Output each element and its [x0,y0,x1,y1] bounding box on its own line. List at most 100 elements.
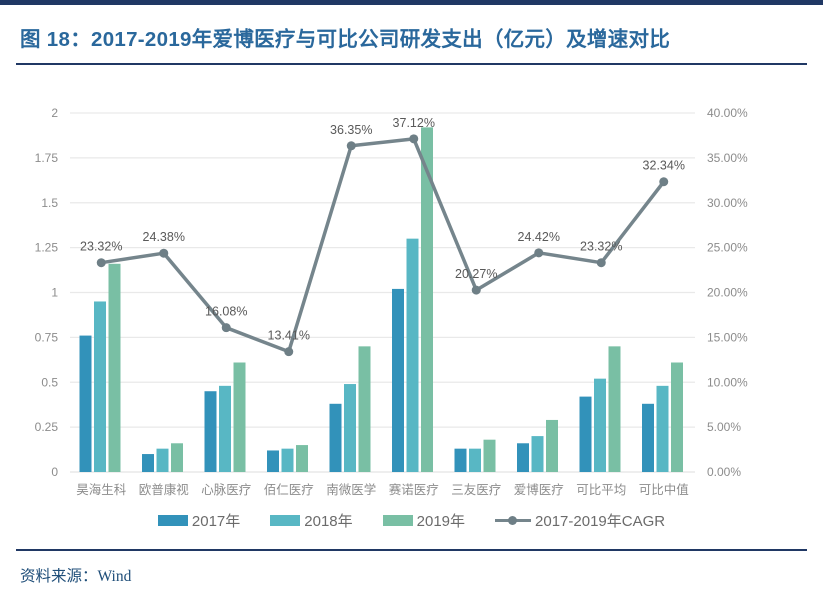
legend-swatch-2018 [270,514,301,526]
cagr-data-label: 36.35% [330,123,372,137]
cagr-data-label: 32.34% [643,159,685,173]
bar-2018年-昊海生科 [94,301,106,472]
right-axis-tick-label: 15.00% [707,330,748,344]
bar-2018年-爱博医疗 [531,436,544,472]
bar-2017年-可比平均 [579,396,592,472]
bar-2017年-欧普康视 [142,454,154,472]
line-marker [346,141,356,151]
category-label: 心脉医疗 [201,482,251,497]
legend-item-cagr[interactable]: 2017-2019年CAGR [495,510,665,531]
right-axis-tick-label: 20.00% [707,286,748,300]
chart-legend: 2017年 2018年 2019年 2017-2019年CAGR [0,506,823,534]
legend-label-2018: 2018年 [304,512,353,530]
bar-2019年-佰仁医疗 [296,445,308,472]
bar-2017年-昊海生科 [79,335,92,472]
bar-2018年-赛诺医疗 [406,238,419,472]
line-marker [284,347,294,357]
bar-2019年-爱博医疗 [546,419,558,472]
left-axis-tick-label: 1.75 [35,151,59,165]
legend-item-2017[interactable]: 2017年 [157,510,241,531]
bar-2017年-心脉医疗 [204,391,217,472]
bar-2017年-南微医学 [329,403,342,472]
right-axis-tick-label: 35.00% [707,151,748,165]
category-label: 昊海生科 [76,482,127,497]
legend-label-cagr: 2017-2019年CAGR [535,512,666,530]
right-axis-tick-label: 10.00% [707,375,748,389]
cagr-data-label: 24.38% [143,230,185,244]
bar-2018年-可比平均 [594,378,606,472]
line-marker [159,248,169,258]
bar-2017年-爱博医疗 [517,443,529,472]
left-axis-tick-label: 1 [51,286,58,300]
legend-item-2019[interactable]: 2019年 [382,510,466,531]
right-axis-tick-label: 25.00% [707,241,748,255]
footer-divider [16,549,807,551]
cagr-data-label: 16.08% [205,305,247,319]
cagr-data-label: 23.32% [80,240,122,254]
bar-2019年-赛诺医疗 [421,127,433,473]
legend-label-2019: 2019年 [416,512,466,530]
left-axis-tick-label: 1.25 [35,241,59,255]
line-marker-icon [495,515,532,526]
line-marker [471,285,481,295]
cagr-line [100,137,666,354]
category-label: 赛诺医疗 [389,482,439,497]
line-marker [409,134,419,144]
bar-2019年-欧普康视 [171,443,183,472]
bar-2018年-心脉医疗 [219,385,231,472]
right-axis-tick-label: 30.00% [707,196,748,210]
category-label: 可比平均 [576,483,626,497]
category-label: 可比中值 [639,482,689,497]
bar-2019年-可比平均 [608,346,621,472]
right-axis-tick-label: 5.00% [707,420,741,434]
bar-2018年-佰仁医疗 [281,448,294,472]
bar-2019年-南微医学 [358,346,371,472]
line-marker [221,323,231,333]
left-axis-tick-label: 0.25 [35,420,59,434]
bar-2019年-心脉医疗 [233,362,246,472]
legend-label-2017: 2017年 [191,512,241,530]
legend-swatch-2019 [382,514,413,526]
category-label: 爱博医疗 [514,482,564,497]
category-label: 南微医学 [326,482,376,497]
combo-chart: 0 0.00% 0.25 5.00% 0.5 10.00% 0.75 15.00% 1 20.00… [0,82,823,502]
category-label: 三友医疗 [451,483,501,497]
bar-2019年-昊海生科 [108,263,121,472]
line-marker [596,258,606,268]
cagr-data-label: 37.12% [393,116,435,130]
cagr-data-label: 13.41% [268,329,310,343]
right-axis-tick-label: 0.00% [707,465,741,479]
left-axis-tick-label: 0.75 [35,330,59,344]
bar-2018年-可比中值 [656,385,669,472]
left-axis-tick-label: 1.5 [41,196,58,210]
cagr-data-label: 23.32% [580,240,622,254]
bar-2018年-南微医学 [344,384,356,472]
bar-2018年-欧普康视 [156,448,169,472]
bar-2017年-赛诺医疗 [392,288,404,472]
legend-item-2018[interactable]: 2018年 [270,510,353,531]
category-label: 佰仁医疗 [264,483,314,497]
left-axis-tick-label: 0 [51,465,58,479]
bar-2017年-佰仁医疗 [267,450,279,472]
source-note: 资料来源：Wind [20,568,132,585]
bar-2017年-三友医疗 [454,448,467,472]
legend-swatch-2017 [157,514,188,526]
right-axis-tick-label: 40.00% [707,106,748,120]
category-label: 欧普康视 [139,482,190,497]
left-axis-tick-label: 2 [51,106,58,120]
chart-canvas: 0 0.00% 0.25 5.00% 0.5 10.00% 0.75 15.00% 1 20.00… [35,106,748,497]
cagr-data-label: 20.27% [455,267,497,281]
bar-2018年-三友医疗 [469,448,481,472]
bar-2019年-三友医疗 [483,439,496,472]
left-axis-tick-label: 0.5 [41,375,58,389]
line-marker [534,248,544,258]
line-marker [659,177,669,187]
bar-2019年-可比中值 [671,362,683,472]
cagr-data-label: 24.42% [518,230,560,244]
top-accent-bar [0,0,823,5]
figure-title: 图 18：2017-2019年爱博医疗与可比公司研发支出（亿元）及增速对比 [20,28,671,51]
bar-2017年-可比中值 [642,403,654,472]
title-divider [16,63,807,65]
line-marker [96,258,106,268]
